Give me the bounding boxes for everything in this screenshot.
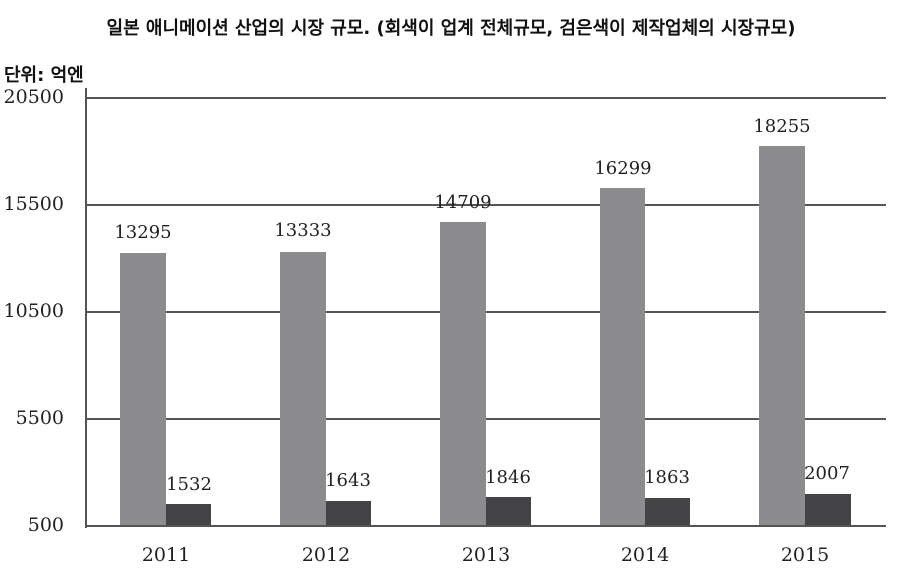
x-tick: 2015 [780, 544, 830, 566]
bar-total-2013 [440, 222, 486, 526]
gridline [85, 204, 886, 206]
data-label: 1863 [644, 467, 690, 488]
bar-total-2015 [759, 146, 805, 526]
gridline [85, 97, 886, 99]
data-label: 1643 [325, 470, 371, 491]
bar-total-2012 [280, 252, 326, 526]
data-label: 13333 [274, 220, 332, 241]
y-tick: 10500 [3, 300, 64, 322]
y-tick: 500 [27, 514, 64, 536]
data-label: 14709 [434, 192, 492, 213]
y-tick: 15500 [3, 193, 64, 215]
y-axis [85, 88, 87, 528]
bar-production-2011 [166, 504, 211, 526]
data-label: 2007 [804, 463, 850, 484]
bar-production-2015 [805, 494, 851, 526]
x-tick: 2011 [141, 544, 191, 566]
x-tick: 2012 [301, 544, 351, 566]
x-tick: 2014 [620, 544, 670, 566]
bar-production-2014 [645, 498, 690, 526]
y-tick: 5500 [15, 407, 64, 429]
data-label: 1846 [485, 467, 531, 488]
bar-total-2011 [120, 253, 166, 526]
y-tick: 20500 [3, 86, 64, 108]
data-label: 18255 [753, 116, 811, 137]
x-axis-baseline [85, 525, 886, 527]
data-label: 1532 [166, 474, 212, 495]
x-tick: 2013 [461, 544, 511, 566]
chart-title: 일본 애니메이션 산업의 시장 규모. (회색이 업계 전체규모, 검은색이 제… [106, 18, 796, 39]
bar-total-2014 [600, 188, 645, 526]
bar-production-2013 [486, 497, 531, 526]
bar-production-2012 [326, 501, 371, 526]
unit-label: 단위: 억엔 [4, 65, 84, 86]
data-label: 16299 [594, 158, 652, 179]
data-label: 13295 [114, 222, 172, 243]
